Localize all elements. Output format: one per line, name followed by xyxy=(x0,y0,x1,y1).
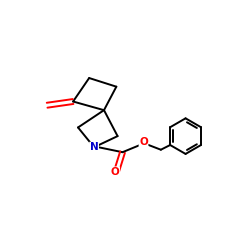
Text: O: O xyxy=(139,137,148,147)
Text: O: O xyxy=(111,167,120,177)
Text: N: N xyxy=(90,142,98,152)
